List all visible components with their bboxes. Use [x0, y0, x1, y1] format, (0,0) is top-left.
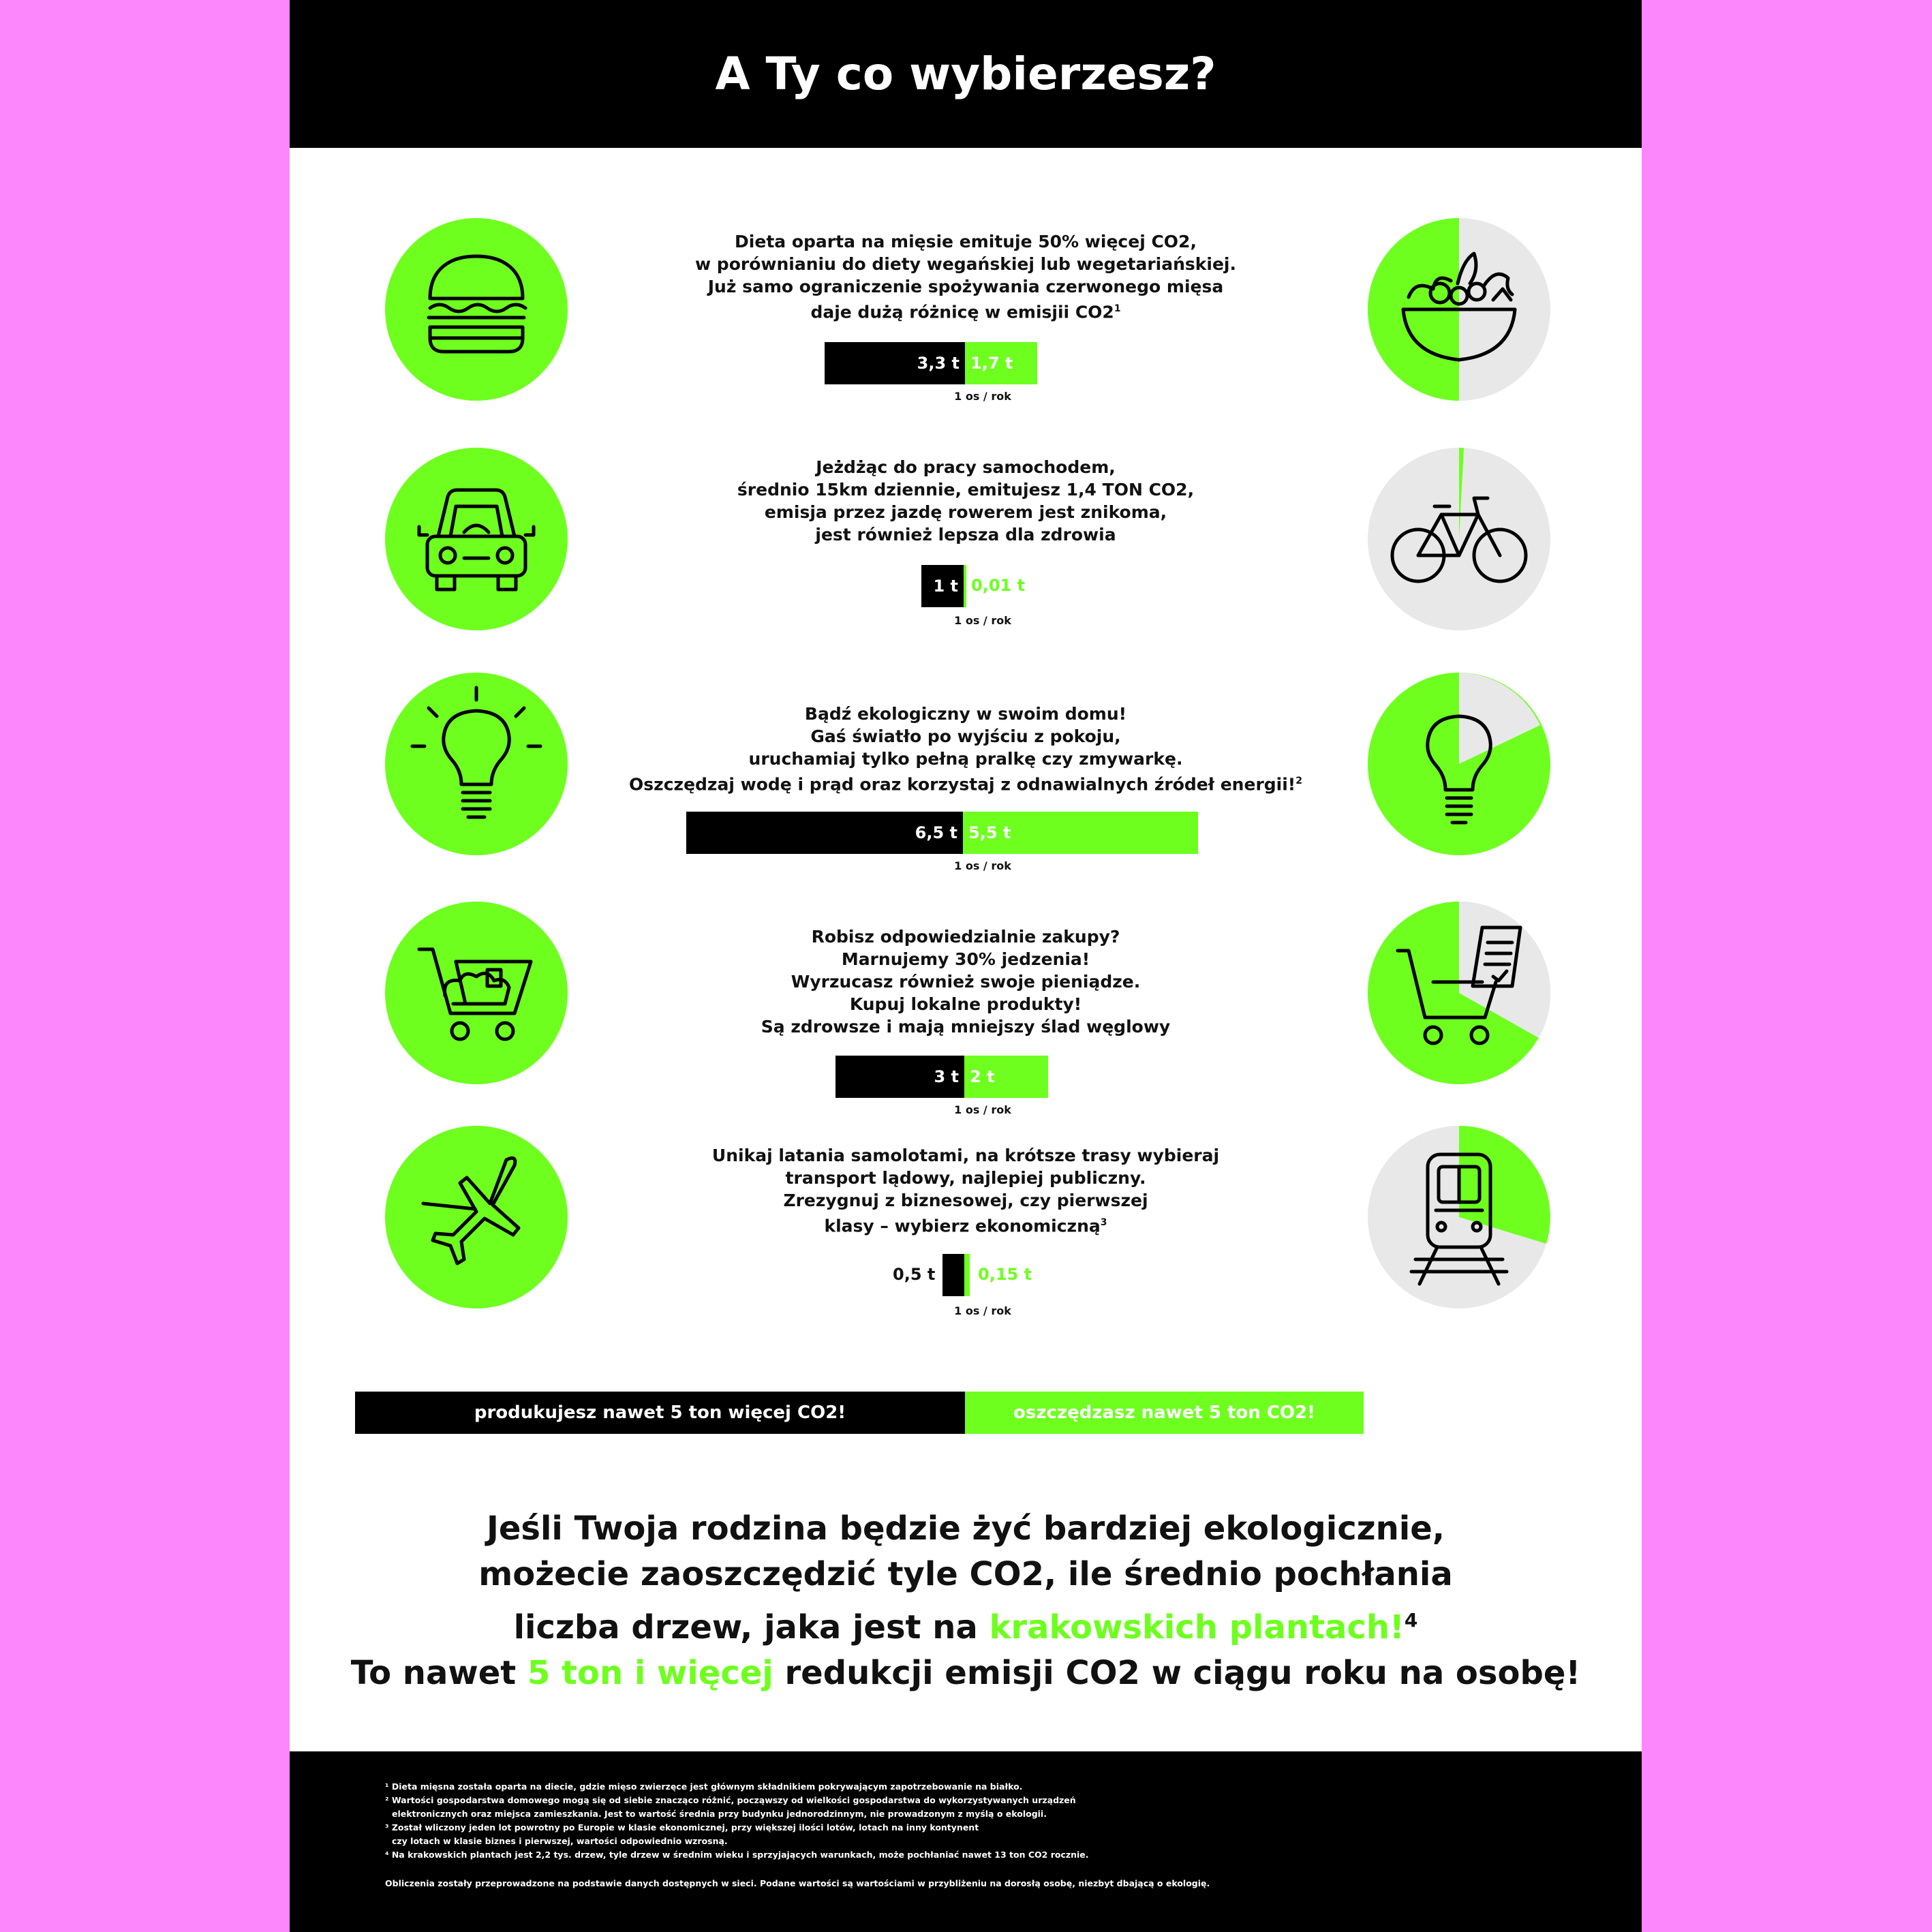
highlight-text: 5 ton i więcej — [527, 1654, 773, 1692]
bar-low-emission: 1,7 t — [965, 342, 1037, 384]
light-bulb-icon — [385, 673, 568, 855]
bar-low-emission: 2 t — [964, 1056, 1048, 1098]
footnote: elektronicznych oraz miejsca zamieszkani… — [392, 1809, 1047, 1819]
value-low: 2 t — [970, 1067, 995, 1086]
value-high: 1 t — [933, 577, 958, 596]
closing-line: możecie zaoszczędzić tyle CO2, ile średn… — [478, 1555, 1453, 1593]
text-line: Dieta oparta na mięsie emituje 50% więce… — [735, 232, 1197, 251]
footnote: ¹ Dieta mięsna została oparta na diecie,… — [385, 1781, 1023, 1792]
value-high: 3 t — [934, 1067, 959, 1086]
row-description: Dieta oparta na mięsie emituje 50% więce… — [562, 230, 1369, 323]
closing-text: redukcji emisji CO2 w ciągu roku na osob… — [773, 1654, 1581, 1692]
bar-high-emission: 3 t — [835, 1056, 964, 1098]
infographic-poster: A Ty co wybierzesz? Dieta oparta na mięs… — [290, 0, 1642, 1932]
footnote-mark: 2 — [1295, 776, 1302, 786]
closing-statement: Jeśli Twoja rodzina będzie żyć bardziej … — [331, 1506, 1601, 1696]
value-low: 0,15 t — [978, 1265, 1032, 1284]
row-description: Unikaj latania samolotami, na krótsze tr… — [562, 1144, 1369, 1237]
unit-label: 1 os / rok — [954, 859, 1011, 872]
light-bulb-icon — [1368, 673, 1550, 855]
text-line: daje dużą różnicę w emisjii CO2 — [810, 302, 1114, 322]
text-line: Marnujemy 30% jedzenia! — [841, 949, 1090, 969]
salad-bowl-icon — [1368, 218, 1550, 401]
text-line: Oszczędzaj wodę i prąd oraz korzystaj z … — [629, 774, 1296, 795]
summary-bar-save: oszczędzasz nawet 5 ton CO2! — [965, 1392, 1364, 1434]
footnote: ² Wartości gospodarstwa domowego mogą si… — [385, 1795, 1076, 1805]
bar-high-emission: 6,5 t — [686, 812, 963, 854]
text-line: Wyrzucasz również swoje pieniądze. — [791, 972, 1141, 992]
footnote-mark: 1 — [1114, 303, 1121, 314]
value-high: 0,5 t — [893, 1265, 936, 1284]
header-bar: A Ty co wybierzesz? — [290, 0, 1642, 148]
closing-line: To nawet 5 ton i więcej redukcji emisji … — [331, 1651, 1601, 1696]
text-line: w porównianiu do diety wegańskiej lub we… — [695, 254, 1236, 274]
car-icon — [385, 448, 568, 630]
unit-label: 1 os / rok — [954, 614, 1011, 627]
text-line: transport lądowy, najlepiej publiczny. — [785, 1168, 1146, 1188]
train-icon — [1368, 1126, 1550, 1308]
footnotes: ¹ Dieta mięsna została oparta na diecie,… — [385, 1780, 1407, 1890]
unit-label: 1 os / rok — [954, 1304, 1011, 1317]
footnote-mark: 3 — [1100, 1217, 1107, 1228]
footer: ¹ Dieta mięsna została oparta na diecie,… — [290, 1751, 1642, 1932]
text-line: jest również lepsza dla zdrowia — [815, 525, 1116, 545]
bar-low-emission: 5,5 t — [963, 812, 1198, 854]
bar-high-emission: 1 t — [921, 565, 964, 607]
shopping-cart-icon — [385, 902, 568, 1084]
footnote: ³ Został wliczony jeden lot powrotny po … — [385, 1822, 979, 1833]
closing-text: To nawet — [350, 1654, 527, 1692]
closing-line: Jeśli Twoja rodzina będzie żyć bardziej … — [486, 1509, 1445, 1548]
text-line: Gaś światło po wyjściu z pokoju, — [810, 726, 1121, 746]
value-low: 0,01 t — [971, 576, 1026, 595]
burger-icon — [385, 218, 568, 401]
value-high: 6,5 t — [915, 823, 957, 842]
row-description: Bądź ekologiczny w swoim domu! Gaś świat… — [562, 703, 1369, 795]
footnote: ⁴ Na krakowskich plantach jest 2,2 tys. … — [385, 1850, 1089, 1860]
text-line: klasy – wybierz ekonomiczną — [824, 1216, 1101, 1236]
calculation-note: Obliczenia zostały przeprowadzone na pod… — [385, 1878, 1210, 1888]
page-title: A Ty co wybierzesz? — [715, 48, 1216, 100]
summary-bar-produce: produkujesz nawet 5 ton więcej CO2! — [355, 1392, 965, 1434]
text-line: Kupuj lokalne produkty! — [849, 994, 1082, 1014]
closing-line: liczba drzew, jaka jest na krakowskich p… — [331, 1597, 1601, 1651]
shopping-list-cart-icon — [1368, 902, 1550, 1084]
airplane-icon — [385, 1126, 568, 1308]
bar-low-emission — [964, 565, 966, 607]
text-line: Zrezygnuj z biznesowej, czy pierwszej — [783, 1191, 1148, 1210]
footnote: czy lotach w klasie biznes i pierwszej, … — [392, 1836, 728, 1846]
unit-label: 1 os / rok — [954, 1103, 1011, 1116]
value-low: 1,7 t — [970, 354, 1013, 373]
bar-high-emission: 3,3 t — [825, 342, 965, 384]
text-line: Bądź ekologiczny w swoim domu! — [804, 704, 1127, 724]
value-high: 3,3 t — [917, 354, 960, 373]
unit-label: 1 os / rok — [954, 390, 1011, 403]
text-line: uruchamiaj tylko pełną pralkę czy zmywar… — [748, 749, 1183, 769]
bicycle-icon — [1368, 448, 1550, 630]
text-line: Jeżdżąc do pracy samochodem, — [816, 457, 1116, 477]
row-description: Robisz odpowiedzialnie zakupy? Marnujemy… — [562, 925, 1369, 1038]
row-description: Jeżdżąc do pracy samochodem, średnio 15k… — [562, 456, 1369, 546]
text-line: Są zdrowsze i mają mniejszy ślad węglowy — [761, 1017, 1171, 1037]
bar-high-emission — [942, 1254, 964, 1296]
highlight-text: krakowskich plantach! — [989, 1608, 1405, 1646]
text-line: Robisz odpowiedzialnie zakupy? — [811, 927, 1120, 947]
footnote-mark: 4 — [1404, 1609, 1418, 1631]
text-line: emisja przez jazdę rowerem jest znikoma, — [764, 502, 1167, 522]
closing-text: liczba drzew, jaka jest na — [513, 1608, 990, 1646]
text-line: Już samo ograniczenie spożywania czerwon… — [707, 277, 1224, 296]
text-line: średnio 15km dziennie, emitujesz 1,4 TON… — [737, 480, 1195, 500]
bar-low-emission — [964, 1254, 970, 1296]
value-low: 5,5 t — [968, 823, 1011, 842]
text-line: Unikaj latania samolotami, na krótsze tr… — [711, 1146, 1220, 1165]
